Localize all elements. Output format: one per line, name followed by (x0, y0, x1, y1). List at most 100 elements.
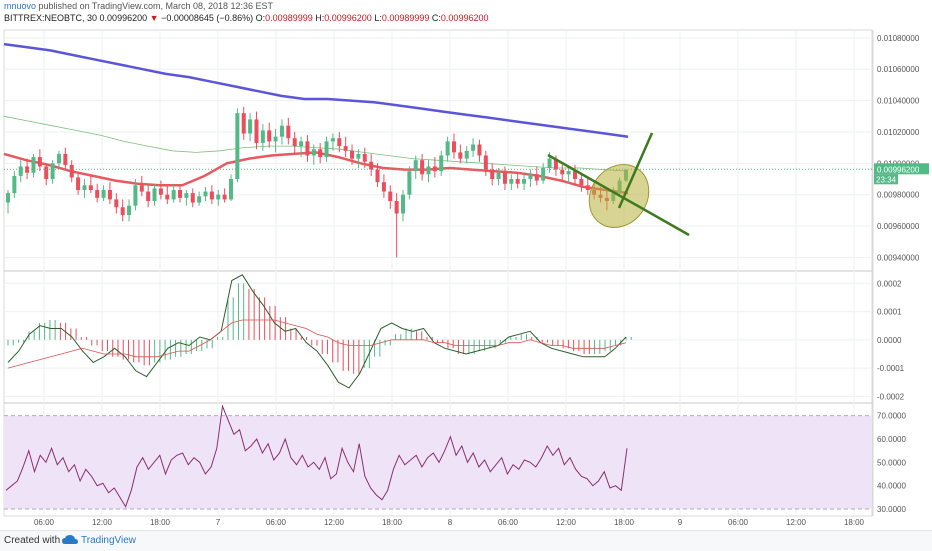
change-value: −0.00008645 (−0.86%) (161, 13, 254, 23)
candle-body (50, 163, 55, 180)
candle-body (82, 185, 87, 190)
candle-body (299, 141, 304, 147)
candle-body (241, 113, 246, 134)
rsi-axis-label: 40.0000 (877, 482, 906, 491)
candle-body (413, 160, 418, 172)
candle-body (579, 179, 584, 186)
candle-body (101, 190, 106, 198)
candle-body (451, 141, 456, 153)
candle-body (381, 182, 386, 192)
candle-body (305, 141, 310, 156)
price-axis-label: 0.00940000 (877, 253, 920, 262)
price-axis-label: 0.01020000 (877, 128, 920, 137)
candle-body (88, 185, 93, 190)
candle-body (477, 144, 482, 156)
overlay-ma-thin (3, 115, 629, 172)
candle-body (120, 207, 125, 216)
candle-body (158, 188, 163, 195)
candle-body (356, 153, 361, 159)
candle-body (407, 171, 412, 195)
x-tick-label: 12:00 (92, 518, 113, 527)
countdown-label: 23:34 (876, 175, 897, 184)
x-tick-label: 8 (448, 518, 453, 527)
x-tick-label: 18:00 (382, 518, 403, 527)
candle-body (401, 194, 406, 214)
price-axis-label: 0.00980000 (877, 191, 920, 200)
rsi-axis-label: 60.0000 (877, 435, 906, 444)
open-value: 0.00989999 (265, 13, 313, 23)
candle-body (509, 179, 514, 184)
candle-body (165, 194, 170, 200)
candle-body (566, 171, 571, 175)
macd-axis-label: 0.0002 (877, 279, 902, 288)
high-label: H: (315, 13, 325, 23)
candle-body (254, 119, 259, 143)
last-price-tag (874, 163, 929, 175)
candle-body (95, 190, 100, 198)
candle-body (197, 196, 202, 203)
candle-body (394, 200, 399, 214)
publish-line: mnuovo published on TradingView.com, Mar… (4, 1, 273, 11)
x-tick-label: 18:00 (844, 518, 865, 527)
tradingview-cloud-icon (62, 535, 78, 544)
candle-body (63, 153, 68, 165)
author-link[interactable]: mnuovo (4, 1, 37, 11)
candle-body (311, 149, 316, 156)
candle-body (31, 157, 36, 173)
last-price: 0.00996200 (99, 13, 148, 23)
candle-body (369, 161, 374, 170)
symbol-label: BITTREX:NEOBTC, 30 (4, 13, 98, 23)
price-axis-label: 0.01040000 (877, 97, 920, 106)
x-tick-label: 06:00 (266, 518, 287, 527)
candle-body (209, 191, 214, 200)
macd-axis-label: 0.0001 (877, 308, 902, 317)
tradingview-brand[interactable]: TradingView (81, 535, 137, 546)
candle-body (178, 190, 183, 198)
high-value: 0.00996200 (324, 13, 372, 23)
candle-body (553, 158, 558, 170)
trendline-down (547, 153, 690, 237)
candle-body (146, 191, 151, 201)
rsi-line (5, 404, 628, 508)
x-tick-label: 7 (216, 518, 221, 527)
candle-body (445, 141, 450, 156)
candle-body (426, 166, 431, 175)
candle-body (184, 193, 189, 198)
candle-body (273, 136, 278, 142)
candle-body (133, 185, 138, 206)
chart-canvas[interactable]: 06:00 12:00 18:00 7 06:00 12:00 18:00 8 06:00 12:… (0, 0, 932, 530)
candle-body (216, 194, 221, 200)
x-tick-label: 06:00 (498, 518, 519, 527)
candle-body (362, 153, 367, 162)
candle-body (388, 191, 393, 201)
candle-body (18, 166, 23, 176)
candle-body (318, 149, 323, 158)
low-label: L: (374, 13, 382, 23)
candle-body (522, 179, 527, 184)
candle-body (483, 155, 488, 170)
candle-body (248, 119, 253, 134)
candle-body (171, 190, 176, 200)
candle-body (585, 185, 590, 190)
candle-body (541, 168, 546, 181)
x-tick-label: 9 (678, 518, 683, 527)
candle-body (286, 125, 291, 139)
price-axis-label: 0.01060000 (877, 65, 920, 74)
candle-body (324, 141, 329, 158)
macd-axis-label: -0.0002 (877, 392, 905, 401)
candle-body (471, 144, 476, 151)
candle-body (190, 193, 195, 203)
candle-body (330, 138, 335, 142)
countdown-tag (874, 174, 898, 185)
candle-body (350, 150, 355, 159)
candle-body (560, 169, 565, 175)
candle-body (127, 205, 132, 216)
candle-body (56, 153, 61, 164)
candle-body (222, 194, 227, 200)
candle-body (337, 138, 342, 147)
x-tick-label: 06:00 (34, 518, 55, 527)
x-tick-label: 12:00 (324, 518, 345, 527)
candle-body (44, 166, 49, 180)
candle-body (139, 185, 144, 192)
candle-body (267, 130, 272, 142)
